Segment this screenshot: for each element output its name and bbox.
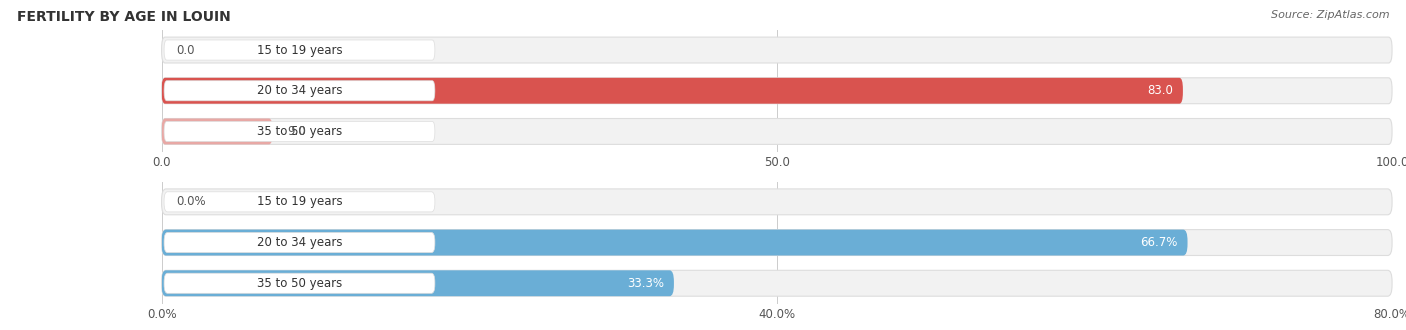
Text: 9.0: 9.0 <box>287 125 305 138</box>
FancyBboxPatch shape <box>162 230 1188 255</box>
FancyBboxPatch shape <box>165 192 434 212</box>
Text: FERTILITY BY AGE IN LOUIN: FERTILITY BY AGE IN LOUIN <box>17 10 231 24</box>
FancyBboxPatch shape <box>162 118 273 145</box>
FancyBboxPatch shape <box>162 230 1392 255</box>
Text: 83.0: 83.0 <box>1147 84 1173 97</box>
Text: 66.7%: 66.7% <box>1140 236 1178 249</box>
FancyBboxPatch shape <box>162 270 1392 296</box>
FancyBboxPatch shape <box>165 233 434 252</box>
Text: 35 to 50 years: 35 to 50 years <box>257 125 342 138</box>
FancyBboxPatch shape <box>162 189 1392 215</box>
Text: 20 to 34 years: 20 to 34 years <box>257 236 342 249</box>
Text: 15 to 19 years: 15 to 19 years <box>257 44 342 56</box>
FancyBboxPatch shape <box>162 37 1392 63</box>
Text: 15 to 19 years: 15 to 19 years <box>257 195 342 208</box>
Text: 0.0: 0.0 <box>177 44 195 56</box>
FancyBboxPatch shape <box>162 78 1182 104</box>
Text: 33.3%: 33.3% <box>627 277 664 290</box>
FancyBboxPatch shape <box>165 40 434 60</box>
FancyBboxPatch shape <box>165 273 434 293</box>
FancyBboxPatch shape <box>162 118 1392 145</box>
Text: 0.0%: 0.0% <box>177 195 207 208</box>
FancyBboxPatch shape <box>162 78 1392 104</box>
Text: 20 to 34 years: 20 to 34 years <box>257 84 342 97</box>
Text: Source: ZipAtlas.com: Source: ZipAtlas.com <box>1271 10 1389 20</box>
Text: 35 to 50 years: 35 to 50 years <box>257 277 342 290</box>
FancyBboxPatch shape <box>165 121 434 142</box>
FancyBboxPatch shape <box>162 270 673 296</box>
FancyBboxPatch shape <box>165 81 434 101</box>
